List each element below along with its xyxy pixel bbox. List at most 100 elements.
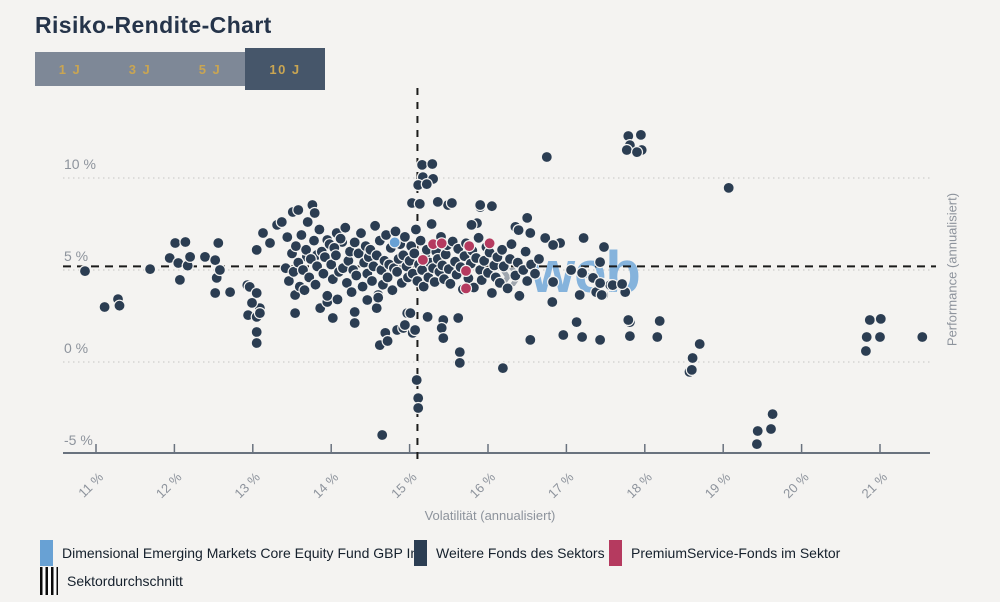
other-fund-point[interactable] <box>686 351 699 365</box>
other-fund-point[interactable] <box>414 234 427 247</box>
other-fund-point[interactable] <box>653 314 666 328</box>
other-fund-point[interactable] <box>452 311 465 325</box>
other-fund-point[interactable] <box>444 277 457 290</box>
other-fund-point[interactable] <box>376 428 389 442</box>
other-fund-point[interactable] <box>916 330 929 344</box>
other-fund-point[interactable] <box>404 307 417 320</box>
other-fund-point[interactable] <box>361 293 374 307</box>
other-fund-point[interactable] <box>564 263 578 277</box>
other-fund-point[interactable] <box>295 228 308 242</box>
other-fund-point[interactable] <box>431 195 444 208</box>
other-fund-point[interactable] <box>546 238 560 252</box>
other-fund-point[interactable] <box>593 277 607 290</box>
other-fund-point[interactable] <box>595 288 608 302</box>
other-fund-point[interactable] <box>253 307 266 320</box>
other-fund-point[interactable] <box>292 203 305 217</box>
premium-fund-point[interactable] <box>459 264 473 277</box>
other-fund-point[interactable] <box>281 231 294 244</box>
other-fund-point[interactable] <box>540 150 553 164</box>
other-fund-point[interactable] <box>398 230 411 243</box>
other-fund-point[interactable] <box>370 302 383 315</box>
other-fund-point[interactable] <box>350 269 363 282</box>
tab-5j[interactable]: 5 J <box>175 52 245 86</box>
other-fund-point[interactable] <box>339 221 352 234</box>
other-fund-point[interactable] <box>453 356 466 369</box>
tab-10j[interactable]: 10 J <box>245 48 325 90</box>
other-fund-point[interactable] <box>212 236 225 250</box>
other-fund-point[interactable] <box>593 333 607 346</box>
other-fund-point[interactable] <box>521 274 534 288</box>
other-fund-point[interactable] <box>751 424 764 438</box>
other-fund-point[interactable] <box>245 296 259 309</box>
other-fund-point[interactable] <box>465 218 478 231</box>
other-fund-point[interactable] <box>693 337 706 351</box>
other-fund-point[interactable] <box>478 254 491 267</box>
other-fund-point[interactable] <box>381 334 394 348</box>
other-fund-point[interactable] <box>409 223 422 236</box>
other-fund-point[interactable] <box>307 234 321 247</box>
other-fund-point[interactable] <box>437 332 450 345</box>
other-fund-point[interactable] <box>345 286 358 299</box>
other-fund-point[interactable] <box>408 247 421 260</box>
other-fund-point[interactable] <box>766 408 779 421</box>
other-fund-point[interactable] <box>874 312 887 325</box>
other-fund-point[interactable] <box>326 311 339 325</box>
other-fund-point[interactable] <box>597 240 611 254</box>
other-fund-point[interactable] <box>250 325 263 339</box>
other-fund-point[interactable] <box>386 284 399 297</box>
other-fund-point[interactable] <box>722 181 735 194</box>
other-fund-point[interactable] <box>209 254 222 267</box>
other-fund-point[interactable] <box>420 178 433 191</box>
other-fund-point[interactable] <box>224 286 237 299</box>
other-fund-point[interactable] <box>275 215 288 229</box>
other-fund-point[interactable] <box>426 157 439 171</box>
other-fund-point[interactable] <box>369 219 382 232</box>
other-fund-point[interactable] <box>354 227 368 240</box>
other-fund-point[interactable] <box>860 330 873 344</box>
other-fund-point[interactable] <box>173 273 186 286</box>
other-fund-point[interactable] <box>524 333 537 346</box>
selected-fund-point[interactable] <box>388 236 401 249</box>
other-fund-point[interactable] <box>250 336 263 350</box>
other-fund-point[interactable] <box>570 316 583 329</box>
other-fund-point[interactable] <box>453 346 466 359</box>
other-fund-point[interactable] <box>313 223 326 236</box>
other-fund-point[interactable] <box>546 295 559 309</box>
other-fund-point[interactable] <box>409 323 422 337</box>
other-fund-point[interactable] <box>620 143 633 157</box>
other-fund-point[interactable] <box>622 313 635 327</box>
premium-fund-point[interactable] <box>463 240 476 253</box>
other-fund-point[interactable] <box>348 305 361 319</box>
premium-fund-point[interactable] <box>416 253 429 266</box>
other-fund-point[interactable] <box>348 316 361 330</box>
tab-1j[interactable]: 1 J <box>35 52 105 86</box>
other-fund-point[interactable] <box>528 267 542 280</box>
other-fund-point[interactable] <box>263 236 277 250</box>
other-fund-point[interactable] <box>412 401 425 415</box>
other-fund-point[interactable] <box>421 310 434 323</box>
other-fund-point[interactable] <box>485 286 498 300</box>
other-fund-point[interactable] <box>577 231 590 245</box>
other-fund-point[interactable] <box>496 362 509 375</box>
other-fund-point[interactable] <box>169 236 182 250</box>
other-fund-point[interactable] <box>329 249 342 262</box>
other-fund-point[interactable] <box>391 265 404 278</box>
other-fund-point[interactable] <box>532 252 546 266</box>
other-fund-point[interactable] <box>539 231 552 245</box>
other-fund-point[interactable] <box>331 293 344 306</box>
other-fund-point[interactable] <box>425 217 438 231</box>
other-fund-point[interactable] <box>575 266 589 279</box>
other-fund-point[interactable] <box>78 265 92 278</box>
other-fund-point[interactable] <box>308 206 321 220</box>
tab-3j[interactable]: 3 J <box>105 52 175 86</box>
other-fund-point[interactable] <box>685 363 698 376</box>
other-fund-point[interactable] <box>863 313 876 327</box>
other-fund-point[interactable] <box>634 128 648 141</box>
other-fund-point[interactable] <box>348 236 361 249</box>
other-fund-point[interactable] <box>513 289 526 302</box>
other-fund-point[interactable] <box>198 250 212 263</box>
other-fund-point[interactable] <box>321 289 334 302</box>
other-fund-point[interactable] <box>873 330 887 344</box>
other-fund-point[interactable] <box>496 243 509 256</box>
other-fund-point[interactable] <box>372 291 385 304</box>
